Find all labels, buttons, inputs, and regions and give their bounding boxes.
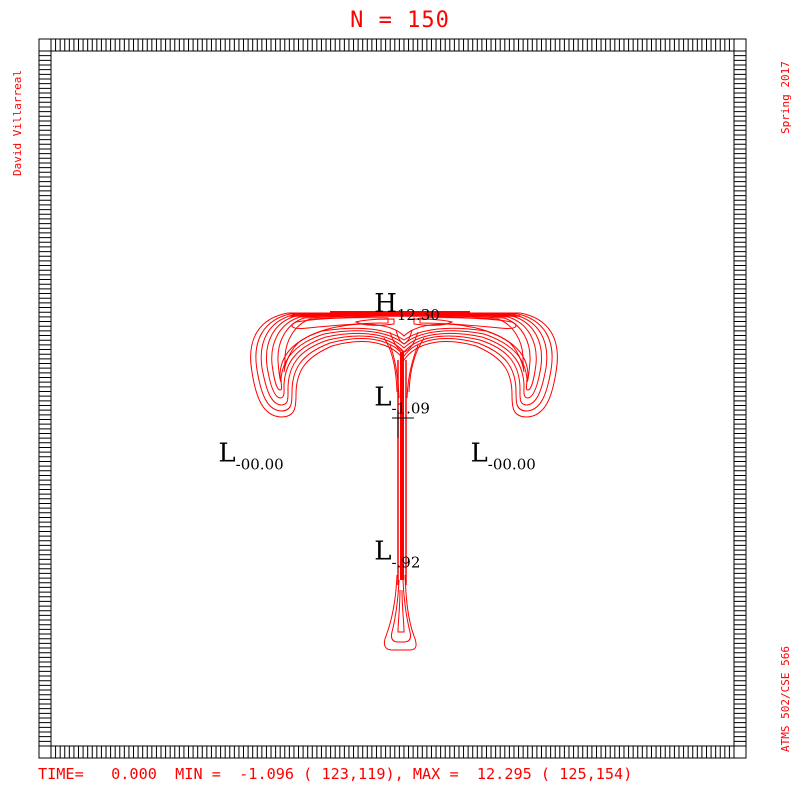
extremum-label: L-1.09 [374, 383, 430, 418]
tick-marks [39, 39, 746, 758]
extremum-label: L-.92 [374, 536, 420, 571]
contour-line [395, 329, 413, 345]
contour-line [354, 318, 395, 326]
contour-line [397, 589, 405, 633]
contour-line [265, 312, 543, 399]
grid-tick-frame [39, 39, 746, 758]
contour-lines [250, 311, 558, 651]
plot-frame-outer [38, 38, 747, 759]
status-footer: TIME= 0.000 MIN = -1.096 ( 123,119), MAX… [38, 765, 633, 783]
contour-line [392, 410, 414, 438]
contour-line [383, 574, 417, 651]
plot-frame-inner [50, 50, 735, 747]
contour-line [391, 579, 411, 643]
contour-line [413, 318, 454, 326]
contour-line [419, 317, 517, 329]
extremum-label: L-00.00 [471, 439, 536, 474]
extremum-label: H12.30 [374, 289, 440, 324]
contour-line [283, 314, 525, 373]
contour-line [277, 313, 531, 383]
extremum-label: L-00.00 [218, 439, 283, 474]
contour-line [291, 317, 389, 329]
contour-line [383, 337, 425, 393]
extrema-labels: H12.30 L-1.09 L-00.00 L-00.00 L-.92 [218, 289, 535, 571]
contour-line [397, 360, 407, 585]
plot-title: N = 150 [350, 8, 450, 33]
